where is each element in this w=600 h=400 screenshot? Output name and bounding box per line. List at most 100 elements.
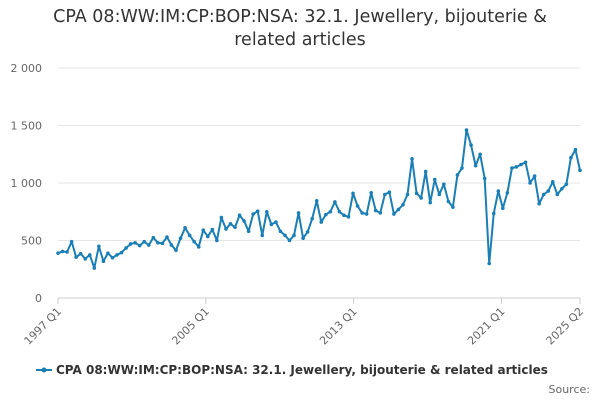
- data-point[interactable]: [460, 166, 464, 170]
- data-point[interactable]: [537, 201, 541, 206]
- data-point[interactable]: [296, 211, 301, 215]
- data-point[interactable]: [428, 200, 433, 205]
- data-point[interactable]: [310, 216, 314, 221]
- data-point[interactable]: [233, 225, 237, 230]
- data-point[interactable]: [142, 239, 147, 244]
- data-point[interactable]: [305, 230, 310, 234]
- data-point[interactable]: [560, 186, 564, 191]
- data-point[interactable]: [419, 196, 423, 200]
- data-point[interactable]: [569, 155, 573, 160]
- data-point[interactable]: [124, 246, 128, 250]
- data-point[interactable]: [392, 212, 396, 216]
- data-point[interactable]: [69, 239, 74, 244]
- data-point[interactable]: [287, 238, 292, 243]
- data-point[interactable]: [491, 211, 496, 216]
- data-point[interactable]: [510, 166, 514, 170]
- data-point[interactable]: [192, 239, 196, 244]
- data-point[interactable]: [351, 191, 355, 196]
- data-point[interactable]: [532, 174, 537, 178]
- data-point[interactable]: [92, 266, 97, 270]
- data-point[interactable]: [373, 208, 378, 213]
- data-point[interactable]: [242, 219, 246, 223]
- data-point[interactable]: [405, 192, 410, 197]
- data-point[interactable]: [555, 192, 560, 197]
- data-point[interactable]: [74, 255, 78, 259]
- data-point[interactable]: [165, 235, 169, 239]
- data-point[interactable]: [314, 199, 319, 203]
- data-point[interactable]: [387, 190, 392, 194]
- data-point[interactable]: [423, 169, 428, 174]
- data-point[interactable]: [137, 243, 142, 248]
- legend[interactable]: CPA 08:WW:IM:CP:BOP:NSA: 32.1. Jewellery…: [36, 363, 548, 377]
- data-point[interactable]: [246, 229, 251, 234]
- data-point[interactable]: [337, 209, 342, 214]
- data-point[interactable]: [487, 261, 492, 266]
- data-point[interactable]: [87, 253, 92, 257]
- data-point[interactable]: [519, 162, 523, 167]
- data-point[interactable]: [414, 191, 419, 196]
- data-point[interactable]: [106, 251, 110, 255]
- data-point[interactable]: [219, 215, 224, 220]
- data-point[interactable]: [383, 192, 387, 197]
- data-point[interactable]: [174, 248, 178, 253]
- data-point[interactable]: [133, 241, 137, 245]
- data-point[interactable]: [364, 212, 369, 216]
- data-point[interactable]: [401, 203, 405, 207]
- data-point[interactable]: [342, 213, 346, 217]
- data-point[interactable]: [115, 253, 119, 257]
- data-point[interactable]: [215, 238, 219, 243]
- data-point[interactable]: [224, 227, 228, 231]
- data-point[interactable]: [469, 143, 473, 147]
- data-point[interactable]: [78, 251, 83, 256]
- data-point[interactable]: [437, 192, 442, 197]
- data-point[interactable]: [410, 157, 414, 161]
- data-point[interactable]: [260, 233, 265, 238]
- data-point[interactable]: [464, 128, 469, 132]
- data-point[interactable]: [473, 163, 478, 168]
- data-point[interactable]: [346, 215, 351, 219]
- data-point[interactable]: [550, 180, 555, 184]
- data-point[interactable]: [169, 243, 174, 247]
- data-point[interactable]: [578, 168, 582, 173]
- data-point[interactable]: [355, 204, 360, 208]
- data-point[interactable]: [432, 177, 437, 182]
- data-point[interactable]: [478, 152, 482, 157]
- data-point[interactable]: [333, 200, 337, 204]
- data-point[interactable]: [183, 226, 187, 230]
- data-point[interactable]: [564, 182, 569, 186]
- data-point[interactable]: [505, 190, 510, 195]
- data-point[interactable]: [65, 250, 69, 254]
- data-point[interactable]: [301, 236, 305, 240]
- data-point[interactable]: [328, 209, 333, 214]
- data-point[interactable]: [269, 222, 274, 227]
- data-point[interactable]: [119, 250, 124, 255]
- data-point[interactable]: [501, 206, 505, 211]
- data-point[interactable]: [251, 212, 255, 216]
- data-point[interactable]: [255, 209, 260, 213]
- data-point[interactable]: [369, 190, 374, 195]
- data-point[interactable]: [160, 241, 165, 246]
- data-point[interactable]: [97, 244, 101, 249]
- data-point[interactable]: [146, 243, 151, 247]
- data-point[interactable]: [455, 173, 460, 177]
- data-point[interactable]: [378, 211, 383, 215]
- data-point[interactable]: [178, 236, 183, 240]
- data-point[interactable]: [451, 205, 455, 209]
- data-point[interactable]: [283, 233, 287, 238]
- data-point[interactable]: [265, 209, 269, 214]
- data-point[interactable]: [228, 222, 233, 226]
- data-point[interactable]: [442, 182, 446, 186]
- data-point[interactable]: [324, 212, 328, 217]
- data-point[interactable]: [205, 234, 210, 239]
- data-point[interactable]: [151, 235, 156, 240]
- data-point[interactable]: [482, 176, 487, 181]
- data-point[interactable]: [156, 241, 160, 245]
- data-point[interactable]: [292, 233, 296, 238]
- data-point[interactable]: [546, 189, 551, 193]
- data-point[interactable]: [514, 165, 519, 169]
- data-point[interactable]: [60, 249, 65, 254]
- data-point[interactable]: [446, 199, 451, 204]
- data-point[interactable]: [187, 233, 192, 238]
- data-point[interactable]: [110, 255, 115, 260]
- data-point[interactable]: [523, 160, 528, 165]
